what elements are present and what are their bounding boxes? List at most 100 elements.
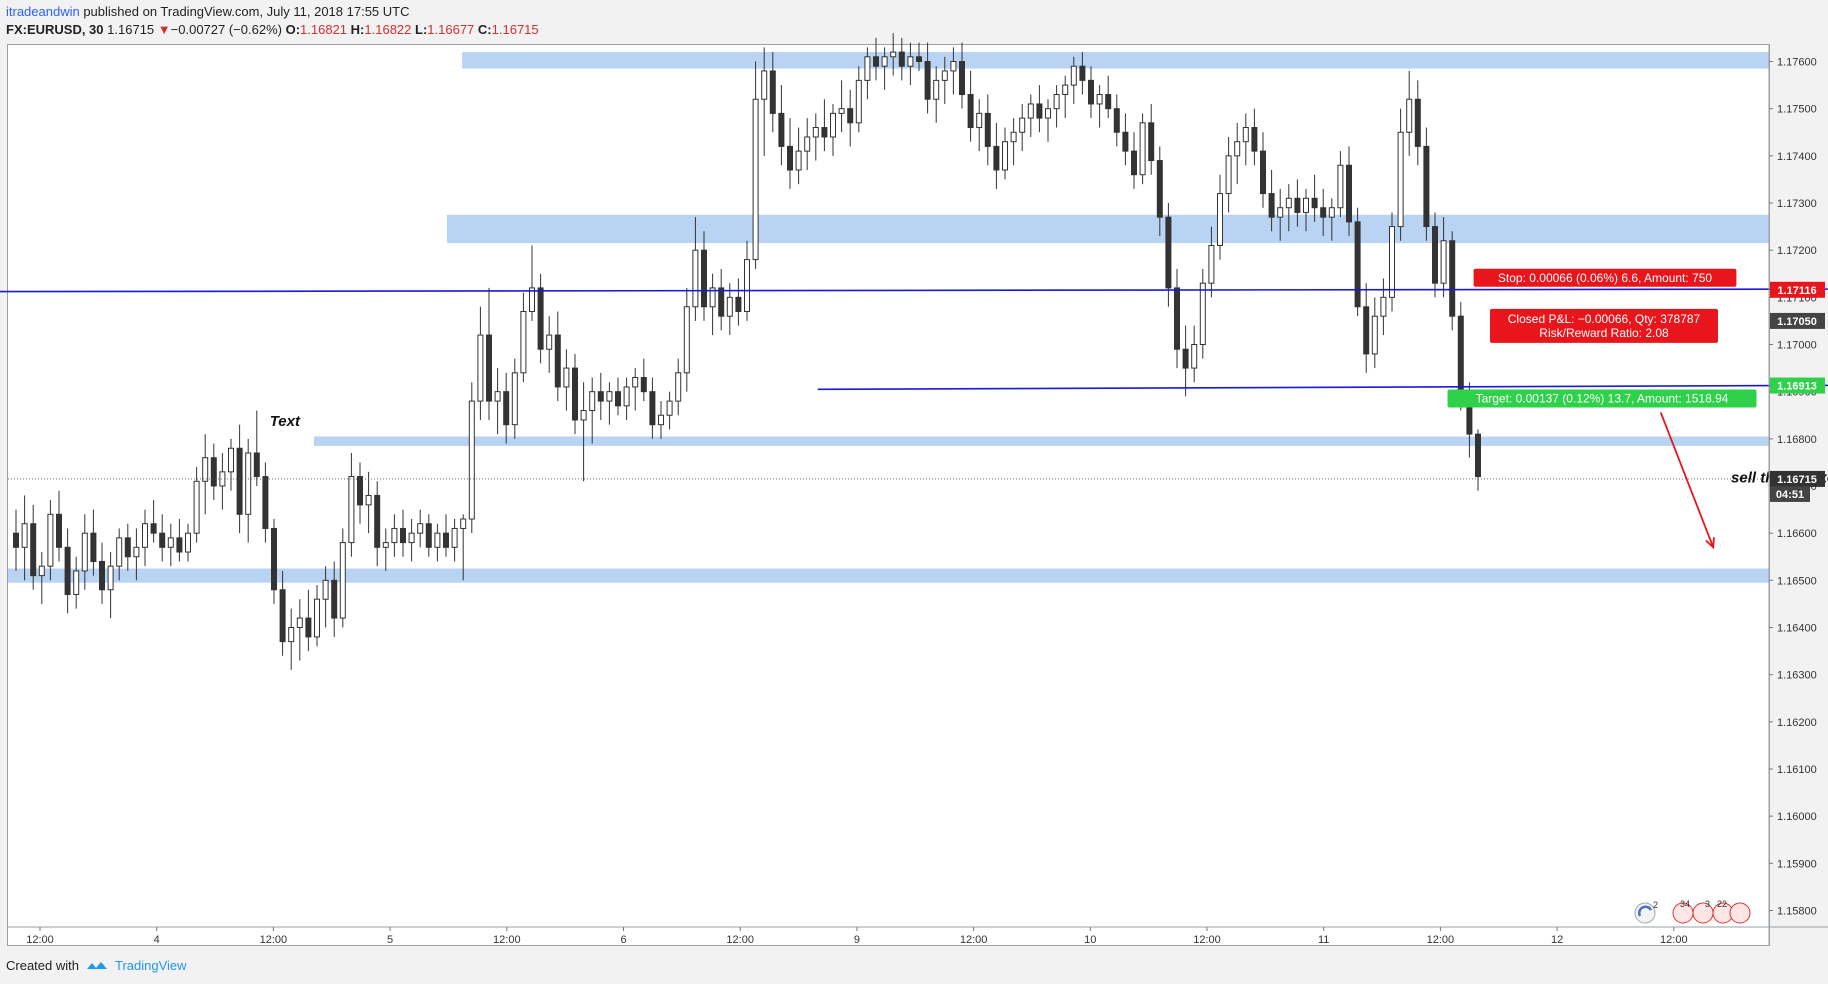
trend-line	[0, 288, 1828, 293]
svg-text:2: 2	[1653, 900, 1658, 910]
sr-zone	[446, 214, 1770, 244]
candle-body	[1165, 216, 1172, 289]
y-tick-label: 1.15800	[1777, 905, 1817, 917]
candle-body	[572, 367, 578, 421]
sr-zone	[8, 568, 1769, 583]
candle-body	[1199, 282, 1206, 346]
candle-body	[1354, 221, 1361, 308]
candle	[1277, 188, 1284, 241]
candle-body	[1096, 94, 1103, 105]
trend-line	[817, 384, 1828, 391]
candle	[468, 382, 475, 534]
candle	[1027, 94, 1034, 137]
candle-body	[236, 447, 243, 515]
candle-body	[726, 296, 733, 317]
chart-scales-icon[interactable]: 2	[1634, 900, 1658, 924]
candle-body	[941, 70, 948, 81]
candle-body	[357, 476, 363, 506]
candle-body	[107, 565, 114, 591]
x-tick-label: 6	[620, 934, 626, 946]
svg-text:3: 3	[1705, 899, 1710, 909]
candle	[1148, 103, 1155, 175]
candle-body	[898, 51, 905, 67]
candle	[47, 500, 54, 581]
candle	[735, 278, 742, 326]
candle	[898, 37, 905, 81]
countdown-text: 04:51	[1776, 489, 1804, 501]
candle-body	[13, 532, 19, 548]
candle-body	[408, 532, 415, 544]
candle	[864, 47, 871, 100]
candle	[30, 504, 37, 590]
price-tag-text: 1.16715	[1777, 474, 1817, 486]
candle-body	[1122, 131, 1129, 152]
candle	[1053, 85, 1060, 128]
candle	[1122, 113, 1129, 166]
candle	[503, 372, 510, 444]
candle	[967, 70, 974, 142]
candle-body	[778, 112, 785, 147]
candle-body	[537, 287, 544, 350]
candle-body	[1268, 193, 1275, 218]
candle	[1165, 203, 1172, 307]
candle-body	[1156, 160, 1163, 218]
candle-body	[262, 476, 269, 529]
candle-body	[701, 249, 707, 308]
candle	[1389, 212, 1395, 312]
candle-body	[1380, 296, 1387, 317]
candle-body	[1414, 98, 1421, 147]
candle-body	[443, 532, 449, 548]
author-link[interactable]: itradeandwin	[6, 4, 80, 19]
x-tick-label: 12:00	[960, 934, 988, 946]
candle	[1328, 198, 1335, 241]
y-tick-label: 1.16800	[1777, 434, 1817, 446]
candle	[804, 118, 811, 170]
x-tick-label: 12:00	[493, 934, 521, 946]
candle-body	[56, 513, 62, 548]
candle-body	[1277, 207, 1284, 218]
symbol-label[interactable]: FX:EURUSD, 30	[6, 22, 104, 37]
open-value: 1.16821	[300, 22, 348, 37]
x-tick-label: 5	[387, 934, 393, 946]
candle	[812, 113, 819, 161]
candle	[1036, 85, 1043, 133]
arrow-head	[1705, 537, 1715, 550]
candle	[262, 462, 269, 543]
candle-body	[503, 391, 510, 426]
candle	[1303, 188, 1309, 232]
tradingview-link[interactable]: TradingView	[114, 958, 187, 973]
x-tick-label: 12:00	[260, 934, 288, 946]
candle	[838, 80, 845, 133]
candle	[124, 523, 131, 571]
candle	[976, 99, 983, 152]
candle	[520, 292, 527, 383]
x-tick-label: 11	[1318, 934, 1329, 946]
chart-pane[interactable]	[7, 44, 1770, 946]
low-value: 1.16677	[427, 22, 475, 37]
candle-body	[554, 334, 561, 388]
y-tick-label: 1.17500	[1777, 104, 1817, 116]
candle-body	[830, 112, 836, 138]
candle	[726, 283, 733, 336]
candle	[1251, 108, 1258, 166]
candle	[391, 514, 398, 557]
candle	[331, 561, 338, 637]
x-tick-label: 4	[154, 934, 160, 946]
candle	[13, 509, 19, 571]
candle	[365, 471, 372, 534]
candle	[99, 542, 105, 604]
candle-body	[959, 61, 965, 96]
y-tick-label: 1.17400	[1777, 151, 1817, 163]
candle	[1449, 231, 1456, 331]
y-tick-label: 1.16500	[1777, 575, 1817, 587]
candle	[1208, 226, 1215, 298]
candle-body	[1363, 306, 1370, 355]
candle	[64, 528, 71, 614]
candle	[554, 311, 561, 402]
candle-body	[1139, 122, 1146, 176]
events-flags-icon[interactable]: 34 3 22	[1672, 899, 1751, 924]
candle-body	[744, 259, 750, 312]
candle-body	[623, 386, 630, 407]
y-tick-label: 1.16100	[1777, 764, 1817, 776]
